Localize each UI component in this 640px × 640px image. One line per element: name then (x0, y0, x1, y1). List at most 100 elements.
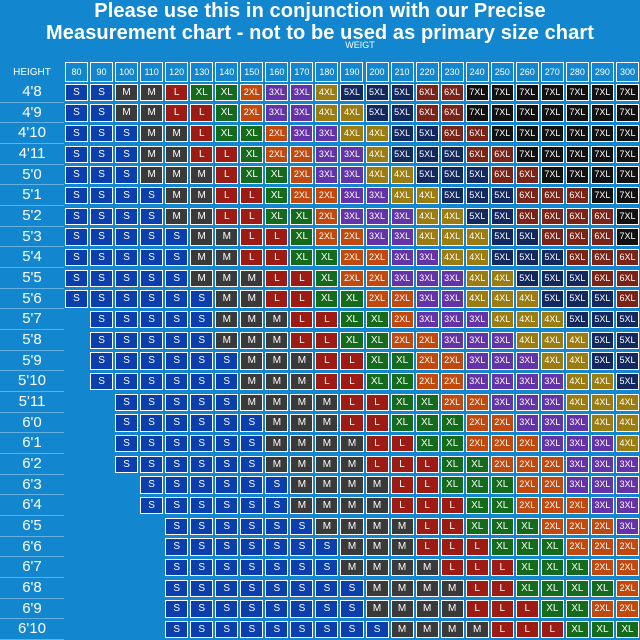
size-cell: S (140, 352, 164, 370)
size-cell: M (340, 455, 364, 474)
size-cell: 5XL (540, 290, 564, 308)
size-cell: L (315, 372, 339, 391)
size-cell: 4XL (365, 166, 389, 184)
size-cell: 3XL (340, 166, 364, 184)
size-cell: 7XL (615, 145, 639, 164)
size-cell: L (240, 207, 264, 226)
height-label-cell: 5'7 (0, 309, 64, 330)
height-label-cell: 6'10 (0, 619, 64, 640)
size-cell: M (115, 83, 139, 102)
size-cell: 5XL (365, 83, 389, 102)
size-cell: S (140, 186, 164, 205)
size-cell: 3XL (440, 310, 464, 329)
size-cell: M (240, 290, 264, 308)
size-cell: 3XL (565, 455, 589, 474)
size-cell: S (265, 600, 289, 618)
size-cell: 4XL (590, 393, 614, 412)
size-cell: S (215, 600, 239, 618)
size-cell: M (240, 310, 264, 329)
size-cell: L (440, 517, 464, 536)
size-cell: 7XL (540, 145, 564, 164)
size-cell: 3XL (490, 372, 514, 391)
size-cell: S (90, 83, 114, 102)
size-cell: S (315, 620, 339, 639)
size-cell: S (90, 124, 114, 143)
size-cell: S (240, 517, 264, 536)
size-cell: 2XL (540, 476, 564, 494)
size-cell: 2XL (465, 434, 489, 453)
size-cell: 5XL (465, 207, 489, 226)
size-cell: XL (440, 476, 464, 494)
size-cell: 2XL (290, 145, 314, 164)
size-cell: XL (390, 372, 414, 391)
size-cell: L (290, 331, 314, 350)
size-cell: XL (340, 331, 364, 350)
height-label-cell: 6'0 (0, 413, 64, 434)
size-cell: S (190, 455, 214, 474)
size-cell: M (265, 310, 289, 329)
size-cell: XL (465, 517, 489, 536)
size-cell: S (140, 496, 164, 515)
size-cell: XL (340, 290, 364, 308)
size-cell: M (140, 124, 164, 143)
size-cell: 6XL (590, 228, 614, 246)
weight-header-cell: 290 (590, 62, 614, 82)
size-cell: S (190, 310, 214, 329)
size-cell: M (190, 186, 214, 205)
size-cell: M (440, 620, 464, 639)
size-cell: 6XL (515, 207, 539, 226)
size-cell: S (115, 269, 139, 288)
size-cell: M (215, 228, 239, 246)
size-cell: 2XL (540, 496, 564, 515)
size-cell: XL (265, 186, 289, 205)
height-label-cell: 5'3 (0, 227, 64, 248)
size-cell: 4XL (340, 104, 364, 122)
size-cell: S (190, 496, 214, 515)
size-cell: L (465, 538, 489, 556)
size-cell: 5XL (390, 124, 414, 143)
size-cell: 7XL (615, 166, 639, 184)
size-cell: 7XL (515, 83, 539, 102)
weight-header-cell: 140 (215, 62, 239, 82)
size-cell: S (190, 393, 214, 412)
size-cell: S (265, 538, 289, 556)
size-cell: M (265, 455, 289, 474)
size-cell: 4XL (515, 290, 539, 308)
size-cell: 7XL (515, 124, 539, 143)
height-label-cell: 5'9 (0, 351, 64, 372)
size-cell: S (190, 331, 214, 350)
size-cell: 2XL (365, 269, 389, 288)
size-cell: S (165, 290, 189, 308)
size-cell: 5XL (490, 228, 514, 246)
size-cell: 3XL (415, 248, 439, 267)
size-cell: 4XL (390, 186, 414, 205)
size-cell: M (215, 269, 239, 288)
size-cell: S (190, 538, 214, 556)
size-cell: M (165, 207, 189, 226)
size-cell: 3XL (465, 331, 489, 350)
size-cell: 2XL (465, 414, 489, 432)
size-cell: 7XL (615, 83, 639, 102)
size-cell: 2XL (615, 538, 639, 556)
weight-header-cell: 250 (490, 62, 514, 82)
size-cell: XL (590, 579, 614, 598)
size-cell: 3XL (415, 290, 439, 308)
size-cell: S (240, 434, 264, 453)
size-cell: S (115, 310, 139, 329)
size-cell: M (215, 290, 239, 308)
size-cell: 2XL (490, 414, 514, 432)
size-cell: XL (565, 579, 589, 598)
height-label-cell: 6'2 (0, 454, 64, 475)
height-label-cell: 4'10 (0, 123, 64, 144)
size-cell: S (65, 290, 89, 308)
size-cell: M (140, 145, 164, 164)
weight-header-cell: 210 (390, 62, 414, 82)
size-cell: XL (465, 476, 489, 494)
size-cell: XL (390, 393, 414, 412)
size-cell: 5XL (565, 290, 589, 308)
size-cell: S (115, 393, 139, 412)
size-cell: 5XL (415, 124, 439, 143)
size-cell: S (115, 331, 139, 350)
height-label-cell: 4'8 (0, 82, 64, 103)
size-cell: S (115, 248, 139, 267)
